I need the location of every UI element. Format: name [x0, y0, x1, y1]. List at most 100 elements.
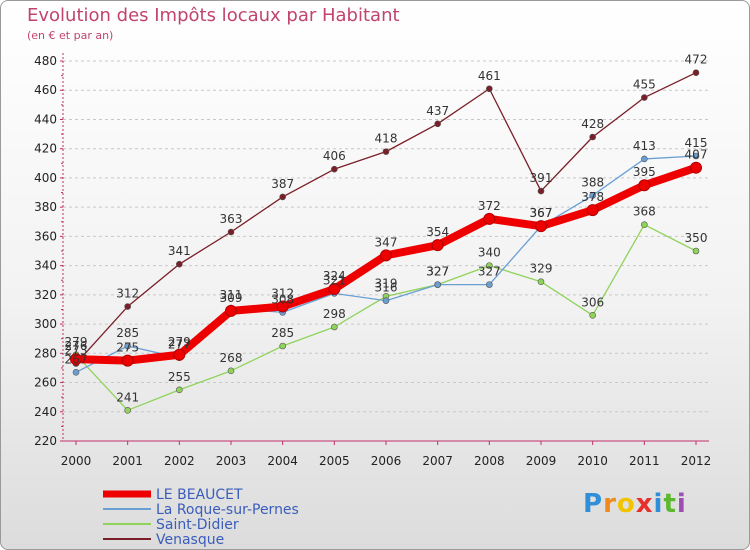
data-point	[641, 94, 648, 101]
y-tick-label: 320	[34, 288, 57, 302]
logo-letter: P	[583, 489, 604, 519]
data-label: 312	[271, 287, 294, 301]
x-tick-label: 2011	[629, 454, 660, 468]
data-label: 418	[375, 132, 398, 146]
data-label: 275	[116, 341, 139, 355]
data-label: 277	[168, 338, 191, 352]
data-point	[225, 304, 237, 317]
data-label: 241	[116, 390, 139, 404]
data-label: 472	[685, 53, 708, 67]
data-label: 267	[65, 352, 88, 366]
data-label: 321	[323, 273, 346, 287]
x-tick-label: 2004	[267, 454, 298, 468]
x-tick-label: 2012	[681, 454, 712, 468]
data-point	[380, 249, 392, 262]
data-point	[72, 369, 80, 376]
data-label: 363	[220, 212, 243, 226]
data-point	[176, 386, 183, 394]
data-label: 340	[478, 246, 501, 260]
x-tick-label: 2003	[216, 454, 247, 468]
y-tick-label: 360	[34, 229, 57, 243]
data-label: 268	[220, 351, 243, 365]
data-label: 455	[633, 78, 656, 92]
data-point	[434, 120, 441, 128]
data-point	[589, 192, 596, 199]
data-point	[331, 165, 338, 173]
logo-letter: i	[676, 489, 687, 519]
data-label: 407	[685, 148, 708, 162]
data-label: 285	[271, 326, 294, 340]
data-label: 255	[168, 370, 191, 384]
data-label: 437	[426, 104, 449, 118]
data-label: 324	[323, 269, 346, 283]
data-point	[124, 407, 131, 414]
data-label: 350	[685, 231, 708, 245]
data-point	[641, 221, 648, 228]
y-tick-label: 420	[34, 142, 57, 156]
data-label: 327	[478, 265, 501, 279]
data-label: 415	[685, 136, 708, 150]
data-point	[121, 354, 134, 367]
data-label: 329	[530, 262, 553, 276]
y-tick-label: 280	[34, 346, 57, 360]
data-point	[173, 348, 186, 361]
data-label: 327	[426, 265, 449, 279]
logo-letter: i	[653, 489, 664, 519]
data-point	[537, 187, 545, 195]
x-tick-label: 2001	[112, 454, 143, 468]
logo-letter: o	[616, 489, 636, 519]
data-point	[328, 283, 341, 295]
data-label: 395	[633, 165, 656, 179]
data-point	[431, 239, 444, 252]
data-point	[382, 148, 390, 155]
data-point	[331, 323, 338, 331]
data-point	[486, 281, 493, 288]
legend-label: Venasque	[156, 532, 224, 548]
chart-subtitle: (en € et par an)	[27, 29, 114, 42]
x-tick-label: 2009	[526, 454, 557, 468]
data-label: 354	[426, 225, 449, 239]
data-label: 312	[116, 287, 139, 301]
x-tick-label: 2000	[61, 454, 92, 468]
data-point	[124, 303, 131, 310]
data-label: 406	[323, 149, 346, 163]
data-point	[638, 179, 651, 192]
y-tick-label: 300	[34, 317, 57, 331]
data-label: 285	[116, 326, 139, 340]
x-tick-label: 2007	[422, 454, 453, 468]
data-label: 308	[271, 292, 294, 306]
data-point	[70, 353, 82, 366]
data-label: 327	[426, 265, 449, 279]
data-label: 367	[530, 206, 553, 220]
data-point	[692, 152, 700, 160]
data-point	[486, 262, 493, 269]
data-point	[486, 85, 493, 93]
data-label: 413	[633, 139, 656, 153]
data-label: 391	[530, 171, 553, 185]
data-point	[690, 161, 702, 174]
y-tick-label: 220	[34, 434, 57, 448]
data-label: 316	[375, 281, 398, 295]
data-label: 309	[220, 291, 243, 305]
x-tick-label: 2005	[319, 454, 350, 468]
data-point	[279, 193, 286, 201]
legend-label: La Roque-sur-Pernes	[156, 502, 299, 518]
data-point	[535, 220, 547, 233]
y-tick-label: 460	[34, 83, 57, 97]
data-point	[176, 260, 183, 268]
data-point	[434, 281, 441, 288]
data-point	[692, 69, 700, 76]
legend-label: Saint-Didier	[156, 517, 239, 533]
data-label: 341	[168, 244, 191, 258]
legend-label: LE BEAUCET	[156, 487, 243, 503]
data-label: 319	[375, 276, 398, 290]
data-label: 368	[633, 205, 656, 219]
x-tick-label: 2010	[577, 454, 608, 468]
data-point	[382, 297, 390, 304]
data-label: 347	[375, 235, 398, 249]
data-label: 298	[323, 307, 346, 321]
data-point	[227, 228, 235, 236]
data-label: 273	[65, 344, 88, 358]
